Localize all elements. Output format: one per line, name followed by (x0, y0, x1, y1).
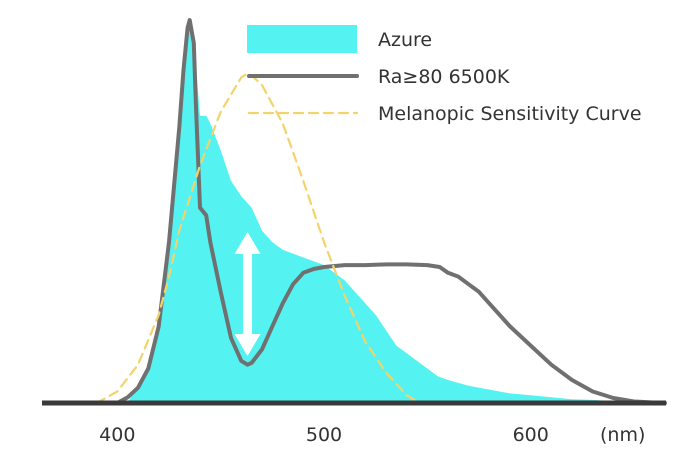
x-tick-label: 400 (99, 424, 135, 446)
x-tick-label: 500 (306, 424, 342, 446)
arrow-head-up (234, 232, 261, 254)
series-azure-area (127, 20, 655, 403)
series-ra-80-6500k-line (115, 18, 667, 405)
legend: Azure Ra≥80 6500K Melanopic Sensitivity Cu… (247, 25, 642, 125)
x-tick-labels: 400500600700 (99, 424, 549, 446)
legend-swatch-azure (247, 25, 357, 53)
x-tick-label: 600 (513, 424, 549, 446)
legend-label-ra-80-6500k: Ra≥80 6500K (378, 66, 510, 88)
legend-label-azure: Azure (378, 29, 432, 51)
legend-label-melanopic-sensitivity-curve: Melanopic Sensitivity Curve (378, 103, 642, 125)
double-arrow-annotation (234, 232, 261, 356)
arrow-head-down (234, 334, 261, 356)
x-axis-unit-label: (nm) (600, 424, 645, 446)
